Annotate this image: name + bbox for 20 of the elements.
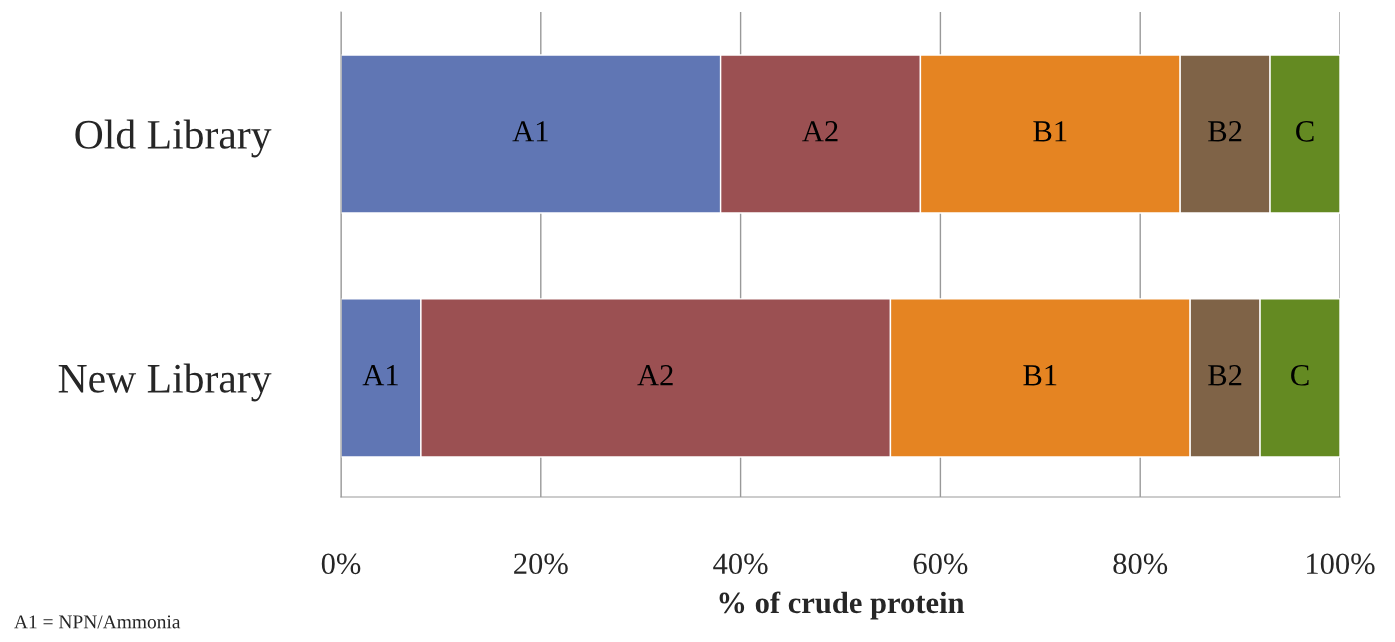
text: B1 [1023,365,1057,386]
x-tick-label: 0% [321,553,361,575]
x-tick-label: 100% [1307,553,1375,575]
text: B2 [1208,121,1242,142]
x-tick-label: 80% [1113,553,1168,575]
x-tick-label: 40% [713,553,768,575]
x-tick-label: 20% [514,553,568,575]
series-label: C [1296,121,1314,142]
series-label: A2 [802,121,838,142]
text: C [1291,365,1309,386]
series-label: B1 [1033,121,1067,142]
x-axis-title: % of crude protein [719,591,965,620]
series-label: B2 [1208,365,1242,386]
x-tick-label: 60% [913,553,968,575]
text: A2 [637,365,673,386]
y-tick-label: New Library [58,363,272,402]
text: A1 [512,121,548,142]
text: A1 = NPN/Ammonia [14,615,181,629]
y-tick-label: Old Library [75,119,272,158]
series-label: A1 [362,365,398,386]
